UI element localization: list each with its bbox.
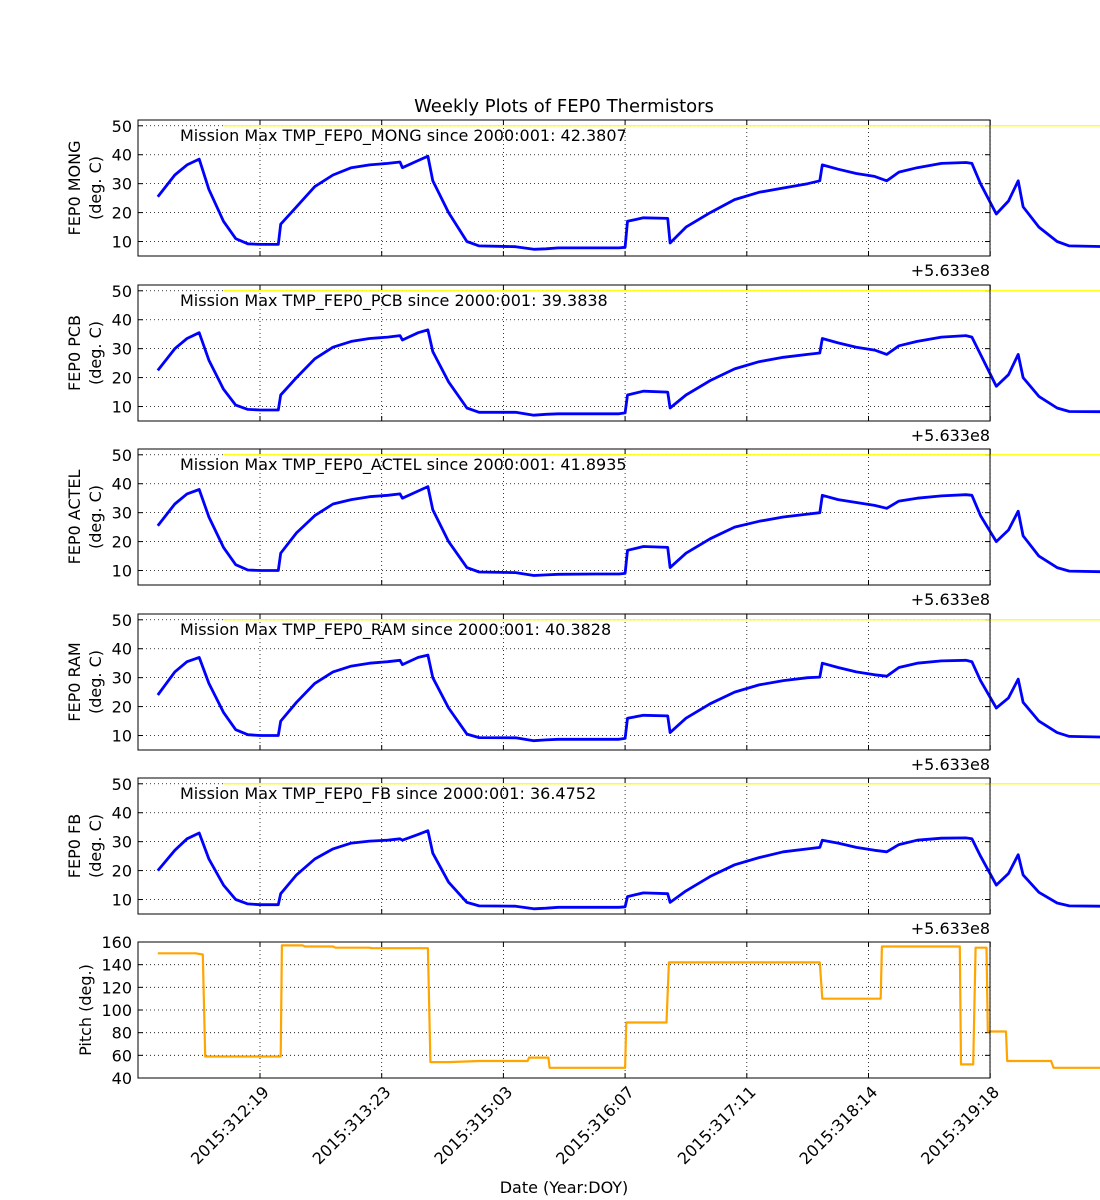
y-axis-label: Pitch (deg.) [76, 964, 95, 1056]
panel-3: 10 20 30 40 50 Mission Max TMP_FEP0_ACTEL sin… [65, 446, 1100, 609]
offset-label: +5.633e8 [911, 755, 990, 774]
y-tick-label: 10 [112, 398, 132, 417]
offset-label: +5.633e8 [911, 426, 990, 445]
y-axis-unit-label: (deg. C) [86, 650, 105, 714]
y-tick-label: 120 [101, 978, 132, 997]
y-tick-label: 50 [112, 446, 132, 465]
y-tick-label: 80 [112, 1024, 132, 1043]
panel-1: 10 20 30 40 50 Mission Max TMP_FEP0_MONG sinc… [65, 117, 1100, 280]
y-tick-label: 40 [112, 475, 132, 494]
x-tick-label: 2015:319:18 [917, 1082, 1003, 1168]
temperature-series-line [156, 653, 1100, 743]
y-tick-label: 20 [112, 862, 132, 881]
y-tick-label: 10 [112, 562, 132, 581]
y-axis-unit-label: (deg. C) [86, 156, 105, 220]
y-tick-label: 40 [112, 1069, 132, 1088]
y-axis-label: FEP0 ACTEL [65, 469, 84, 564]
mission-max-annotation: Mission Max TMP_FEP0_ACTEL since 2000:00… [180, 455, 627, 475]
y-tick-label: 100 [101, 1001, 132, 1020]
mission-max-annotation: Mission Max TMP_FEP0_FB since 2000:001: … [180, 784, 596, 804]
temperature-series-line [156, 485, 1100, 577]
offset-label: +5.633e8 [911, 590, 990, 609]
offset-label: +5.633e8 [911, 261, 990, 280]
plot-frame [137, 941, 991, 1079]
x-axis-label: Date (Year:DOY) [500, 1178, 629, 1197]
y-tick-label: 30 [112, 504, 132, 523]
y-tick-label: 160 [101, 933, 132, 952]
y-tick-label: 50 [112, 282, 132, 301]
plot-frame [137, 284, 991, 422]
y-axis-label: FEP0 MONG [65, 141, 84, 236]
panel-4: 10 20 30 40 50 Mission Max TMP_FEP0_RAM since… [65, 611, 1100, 774]
y-tick-label: 20 [112, 204, 132, 223]
y-tick-label: 30 [112, 175, 132, 194]
panel-5: 10 20 30 40 50 Mission Max TMP_FEP0_FB since … [65, 775, 1100, 938]
y-tick-label: 50 [112, 611, 132, 630]
mission-max-annotation: Mission Max TMP_FEP0_PCB since 2000:001:… [180, 291, 608, 311]
y-axis-unit-label: (deg. C) [86, 485, 105, 549]
y-tick-label: 30 [112, 833, 132, 852]
y-tick-label: 10 [112, 891, 132, 910]
y-tick-label: 30 [112, 340, 132, 359]
y-tick-label: 30 [112, 669, 132, 688]
y-tick-label: 140 [101, 956, 132, 975]
panel-2: 10 20 30 40 50 Mission Max TMP_FEP0_PCB since… [65, 282, 1100, 445]
panel-6: 40 60 80 100 120 140 160 Pitch (deg.) [76, 933, 1100, 1088]
x-tick-label: 2015:317:11 [674, 1082, 760, 1168]
x-tick-label: 2015:318:14 [795, 1082, 881, 1168]
y-tick-label: 50 [112, 117, 132, 136]
x-tick-label: 2015:316:07 [552, 1082, 638, 1168]
plot-frame [137, 448, 991, 586]
panels-group: 10 20 30 40 50 Mission Max TMP_FEP0_MONG sinc… [65, 117, 1100, 1088]
y-tick-label: 40 [112, 146, 132, 165]
y-tick-label: 40 [112, 804, 132, 823]
temperature-series-line [156, 328, 1100, 417]
x-tick-label: 2015:313:23 [309, 1082, 395, 1168]
y-axis-label: FEP0 RAM [65, 642, 84, 721]
plot-frame [137, 777, 991, 915]
y-tick-label: 50 [112, 775, 132, 794]
offset-label: +5.633e8 [911, 919, 990, 938]
plot-frame [137, 613, 991, 751]
mission-max-annotation: Mission Max TMP_FEP0_RAM since 2000:001:… [180, 620, 611, 640]
figure-title: Weekly Plots of FEP0 Thermistors [414, 96, 714, 117]
y-axis-label: FEP0 FB [65, 814, 84, 878]
y-tick-label: 40 [112, 640, 132, 659]
y-tick-label: 10 [112, 233, 132, 252]
mission-max-annotation: Mission Max TMP_FEP0_MONG since 2000:001… [180, 126, 627, 146]
x-tick-label: 2015:315:03 [430, 1082, 516, 1168]
temperature-series-line [156, 829, 1100, 911]
x-tick-label: 2015:312:19 [187, 1082, 273, 1168]
y-tick-label: 20 [112, 533, 132, 552]
y-axis-unit-label: (deg. C) [86, 814, 105, 878]
y-tick-label: 40 [112, 311, 132, 330]
y-tick-label: 20 [112, 369, 132, 388]
y-axis-label: FEP0 PCB [65, 315, 84, 391]
plot-frame [137, 119, 991, 257]
y-tick-label: 60 [112, 1046, 132, 1065]
y-axis-unit-label: (deg. C) [86, 321, 105, 385]
x-tick-labels: 2015:312:19 2015:313:23 2015:315:03 2015:31… [187, 1082, 1003, 1168]
temperature-series-line [156, 154, 1100, 251]
y-tick-label: 20 [112, 698, 132, 717]
y-tick-label: 10 [112, 727, 132, 746]
pitch-series-line [157, 944, 1100, 1069]
